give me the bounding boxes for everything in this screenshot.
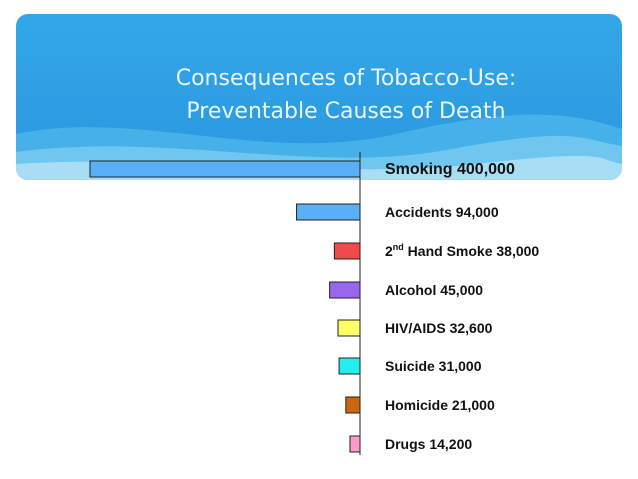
bar-5 bbox=[338, 357, 361, 375]
category-value-label: Hand Smoke 38,000 bbox=[404, 243, 540, 259]
category-value-label: 400,000 bbox=[453, 161, 515, 178]
category-superscript: nd bbox=[393, 242, 404, 252]
category-name: Homicide bbox=[385, 397, 448, 413]
slide-title: Consequences of Tobacco-Use: Preventable… bbox=[136, 62, 556, 128]
bar-6 bbox=[345, 396, 361, 414]
category-label-2: 2nd Hand Smoke 38,000 bbox=[385, 242, 539, 259]
bar-3 bbox=[329, 281, 361, 299]
category-value-label: 14,200 bbox=[425, 436, 472, 452]
category-label-6: Homicide 21,000 bbox=[385, 397, 495, 413]
category-name: HIV/AIDS bbox=[385, 320, 446, 336]
category-value-label: 21,000 bbox=[448, 397, 495, 413]
category-label-0: Smoking 400,000 bbox=[385, 161, 515, 178]
category-value-label: 45,000 bbox=[436, 282, 483, 298]
category-name: Accidents bbox=[385, 204, 452, 220]
category-name: Suicide bbox=[385, 358, 435, 374]
title-line-1: Consequences of Tobacco-Use: bbox=[175, 66, 517, 91]
category-label-5: Suicide 31,000 bbox=[385, 358, 482, 374]
category-label-4: HIV/AIDS 32,600 bbox=[385, 320, 493, 336]
category-name: Smoking bbox=[385, 161, 453, 178]
bar-2 bbox=[333, 242, 361, 260]
bar-7 bbox=[349, 435, 361, 453]
bar-0 bbox=[89, 160, 361, 178]
bar-1 bbox=[296, 203, 361, 221]
category-label-1: Accidents 94,000 bbox=[385, 204, 499, 220]
category-value-label: 31,000 bbox=[435, 358, 482, 374]
category-value-label: 32,600 bbox=[446, 320, 493, 336]
category-name: Alcohol bbox=[385, 282, 436, 298]
category-name: 2 bbox=[385, 243, 393, 259]
bar-4 bbox=[337, 319, 361, 337]
category-name: Drugs bbox=[385, 436, 426, 452]
category-label-7: Drugs 14,200 bbox=[385, 436, 472, 452]
category-label-3: Alcohol 45,000 bbox=[385, 282, 483, 298]
title-line-2: Preventable Causes of Death bbox=[186, 99, 506, 124]
category-value-label: 94,000 bbox=[452, 204, 499, 220]
